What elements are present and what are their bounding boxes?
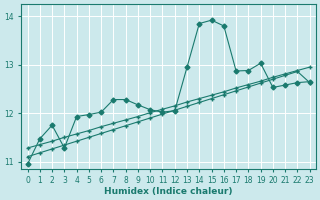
X-axis label: Humidex (Indice chaleur): Humidex (Indice chaleur) xyxy=(104,187,233,196)
